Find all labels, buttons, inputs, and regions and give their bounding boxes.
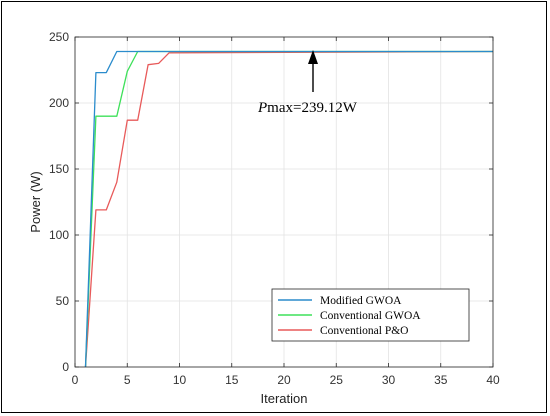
series-line-1 bbox=[84, 50, 493, 368]
y-tick-label: 50 bbox=[56, 294, 70, 308]
series-lines bbox=[84, 50, 494, 368]
x-axis-label: Iteration bbox=[261, 391, 308, 406]
x-tick-label: 10 bbox=[173, 373, 187, 387]
y-tick-label: 0 bbox=[62, 360, 69, 374]
y-tick-label: 250 bbox=[49, 30, 69, 44]
annotation-text: Pmax=239.12W bbox=[257, 100, 358, 116]
legend-label-1: Modified GWOA bbox=[320, 295, 402, 307]
y-axis-label: Power (W) bbox=[28, 171, 43, 232]
tick-marks bbox=[74, 36, 494, 368]
legend: Modified GWOA Conventional GWOA Convention… bbox=[271, 288, 470, 342]
y-tick-label: 100 bbox=[49, 228, 69, 242]
x-tick-label: 20 bbox=[277, 373, 291, 387]
annotation-arrow-head bbox=[308, 50, 318, 64]
x-tick-label: 15 bbox=[225, 373, 239, 387]
annotation-value: max=239.12W bbox=[267, 100, 358, 116]
legend-label-2: Conventional GWOA bbox=[320, 310, 421, 322]
x-tick-label: 5 bbox=[124, 373, 131, 387]
x-tick-label: 30 bbox=[382, 373, 396, 387]
pmax-annotation: Pmax=239.12W bbox=[257, 50, 358, 116]
x-tick-label: 40 bbox=[486, 373, 500, 387]
legend-label-3: Conventional P&O bbox=[320, 325, 409, 337]
x-tick-label: 25 bbox=[330, 373, 344, 387]
y-tick-label: 150 bbox=[49, 162, 69, 176]
y-tick-labels: 0 50 100 150 200 250 bbox=[49, 30, 69, 374]
y-tick-label: 200 bbox=[49, 96, 69, 110]
annotation-symbol: P bbox=[257, 100, 267, 116]
x-tick-label: 0 bbox=[72, 373, 79, 387]
x-tick-label: 35 bbox=[434, 373, 448, 387]
x-tick-labels: 0 5 10 15 20 25 30 35 40 bbox=[72, 373, 500, 387]
series-line-3 bbox=[84, 50, 494, 368]
